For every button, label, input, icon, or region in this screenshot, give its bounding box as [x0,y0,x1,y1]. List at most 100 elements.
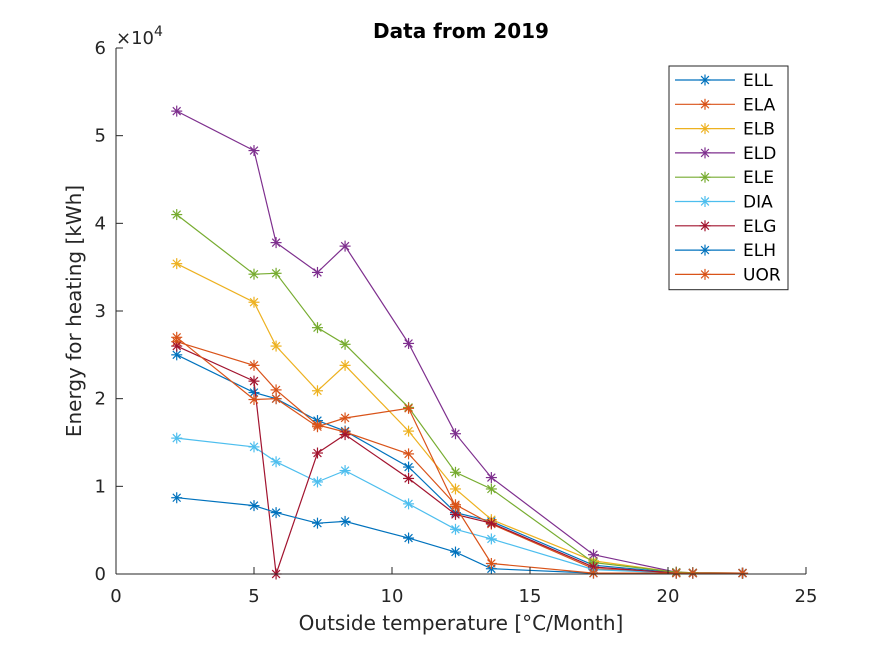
data-point-eld [403,337,415,349]
data-point-uor [687,567,699,579]
y-multiplier-base: ×10 [116,28,154,49]
data-point-elb [339,359,351,371]
x-tick-label: 20 [657,586,680,607]
legend-marker-elb [699,123,711,135]
y-tick-label: 0 [95,564,106,585]
data-point-eld [311,266,323,278]
data-point-eld [270,237,282,249]
data-point-eld [587,549,599,561]
data-point-eld [248,145,260,157]
data-point-elb [270,340,282,352]
legend: ELL ELA ELB ELD ELE DIA ELG ELH UOR [668,65,789,291]
plot-series-layer [171,105,749,580]
legend-label-dia: DIA [743,193,773,213]
data-point-uor [339,412,351,424]
data-point-ela [403,448,415,460]
legend-label-ele: ELE [743,168,774,188]
y-tick-label: 1 [95,476,106,497]
data-point-uor [449,500,461,512]
x-tick-label: 0 [110,586,121,607]
legend-marker-elg [699,220,711,232]
data-point-elh [248,500,260,512]
legend-item-eld: ELD [675,144,776,164]
legend-item-ela: ELA [675,95,776,115]
legend-label-eld: ELD [743,144,776,164]
x-tick-label: 25 [795,586,818,607]
data-point-elh [311,517,323,529]
legend-label-ela: ELA [743,95,776,115]
data-point-elg [449,508,461,520]
data-point-uor [270,393,282,405]
legend-item-ele: ELE [675,168,774,188]
data-point-ela [248,359,260,371]
data-point-dia [485,533,497,545]
legend-item-uor: UOR [675,265,781,285]
x-tick-label: 15 [519,586,542,607]
x-tick-label: 10 [381,586,404,607]
legend-item-dia: DIA [675,193,773,213]
y-tick-label: 2 [95,389,106,410]
data-point-elg [403,472,415,484]
y-multiplier-exponent: 4 [154,24,163,40]
data-point-ele [449,466,461,478]
y-axis-multiplier: ×104 [116,24,163,49]
data-point-dia [311,476,323,488]
data-point-uor [737,567,749,579]
data-point-elg [485,517,497,529]
x-ticks: 0 5 10 15 20 25 [110,567,817,607]
legend-marker-elh [699,244,711,256]
y-tick-label: 6 [95,38,106,59]
legend-label-elh: ELH [743,241,776,261]
data-point-elg [339,429,351,441]
data-point-dia [171,432,183,444]
y-tick-label: 5 [95,126,106,147]
legend-label-uor: UOR [743,265,781,285]
data-point-elh [449,546,461,558]
data-point-elb [171,258,183,270]
data-point-uor [248,394,260,406]
legend-item-elh: ELH [675,241,776,261]
legend-marker-ela [699,98,711,110]
data-point-ele [485,483,497,495]
y-ticks: 0 1 2 3 4 5 6 [95,38,123,585]
data-point-dia [248,441,260,453]
data-point-uor [311,421,323,433]
data-point-uor [587,567,599,579]
y-axis-label: Energy for heating [kWh] [62,185,86,437]
data-point-ele [339,338,351,350]
y-tick-label: 4 [95,213,106,234]
legend-marker-dia [699,196,711,207]
legend-label-elb: ELB [743,120,775,140]
legend-marker-uor [699,268,711,280]
data-point-elb [311,385,323,397]
legend-label-elg: ELG [743,217,776,237]
data-point-dia [339,465,351,477]
data-point-elh [270,507,282,519]
y-tick-label: 3 [95,301,106,322]
legend-item-elb: ELB [675,120,775,140]
legend-box [668,65,789,291]
axes-layer: 0 5 10 15 20 25 0 1 2 3 4 5 6 [95,38,818,607]
legend-label-ell: ELL [743,71,773,91]
data-point-eld [171,105,183,117]
series-uor [171,331,749,579]
data-point-eld [449,428,461,440]
legend-item-elg: ELG [675,217,776,237]
data-point-uor [485,557,497,569]
data-point-elg [311,447,323,459]
data-point-ele [248,268,260,280]
legend-marker-eld [699,147,711,159]
data-point-uor [171,331,183,343]
legend-marker-ell [699,74,711,86]
data-point-elh [339,515,351,527]
data-point-elb [403,425,415,437]
legend-item-ell: ELL [675,71,773,91]
data-point-ele [171,209,183,221]
data-point-dia [449,523,461,535]
data-point-elh [403,532,415,544]
legend-marker-ele [699,171,711,183]
x-tick-label: 5 [248,586,259,607]
chart-title: Data from 2019 [373,19,549,43]
data-point-elg [248,375,260,387]
